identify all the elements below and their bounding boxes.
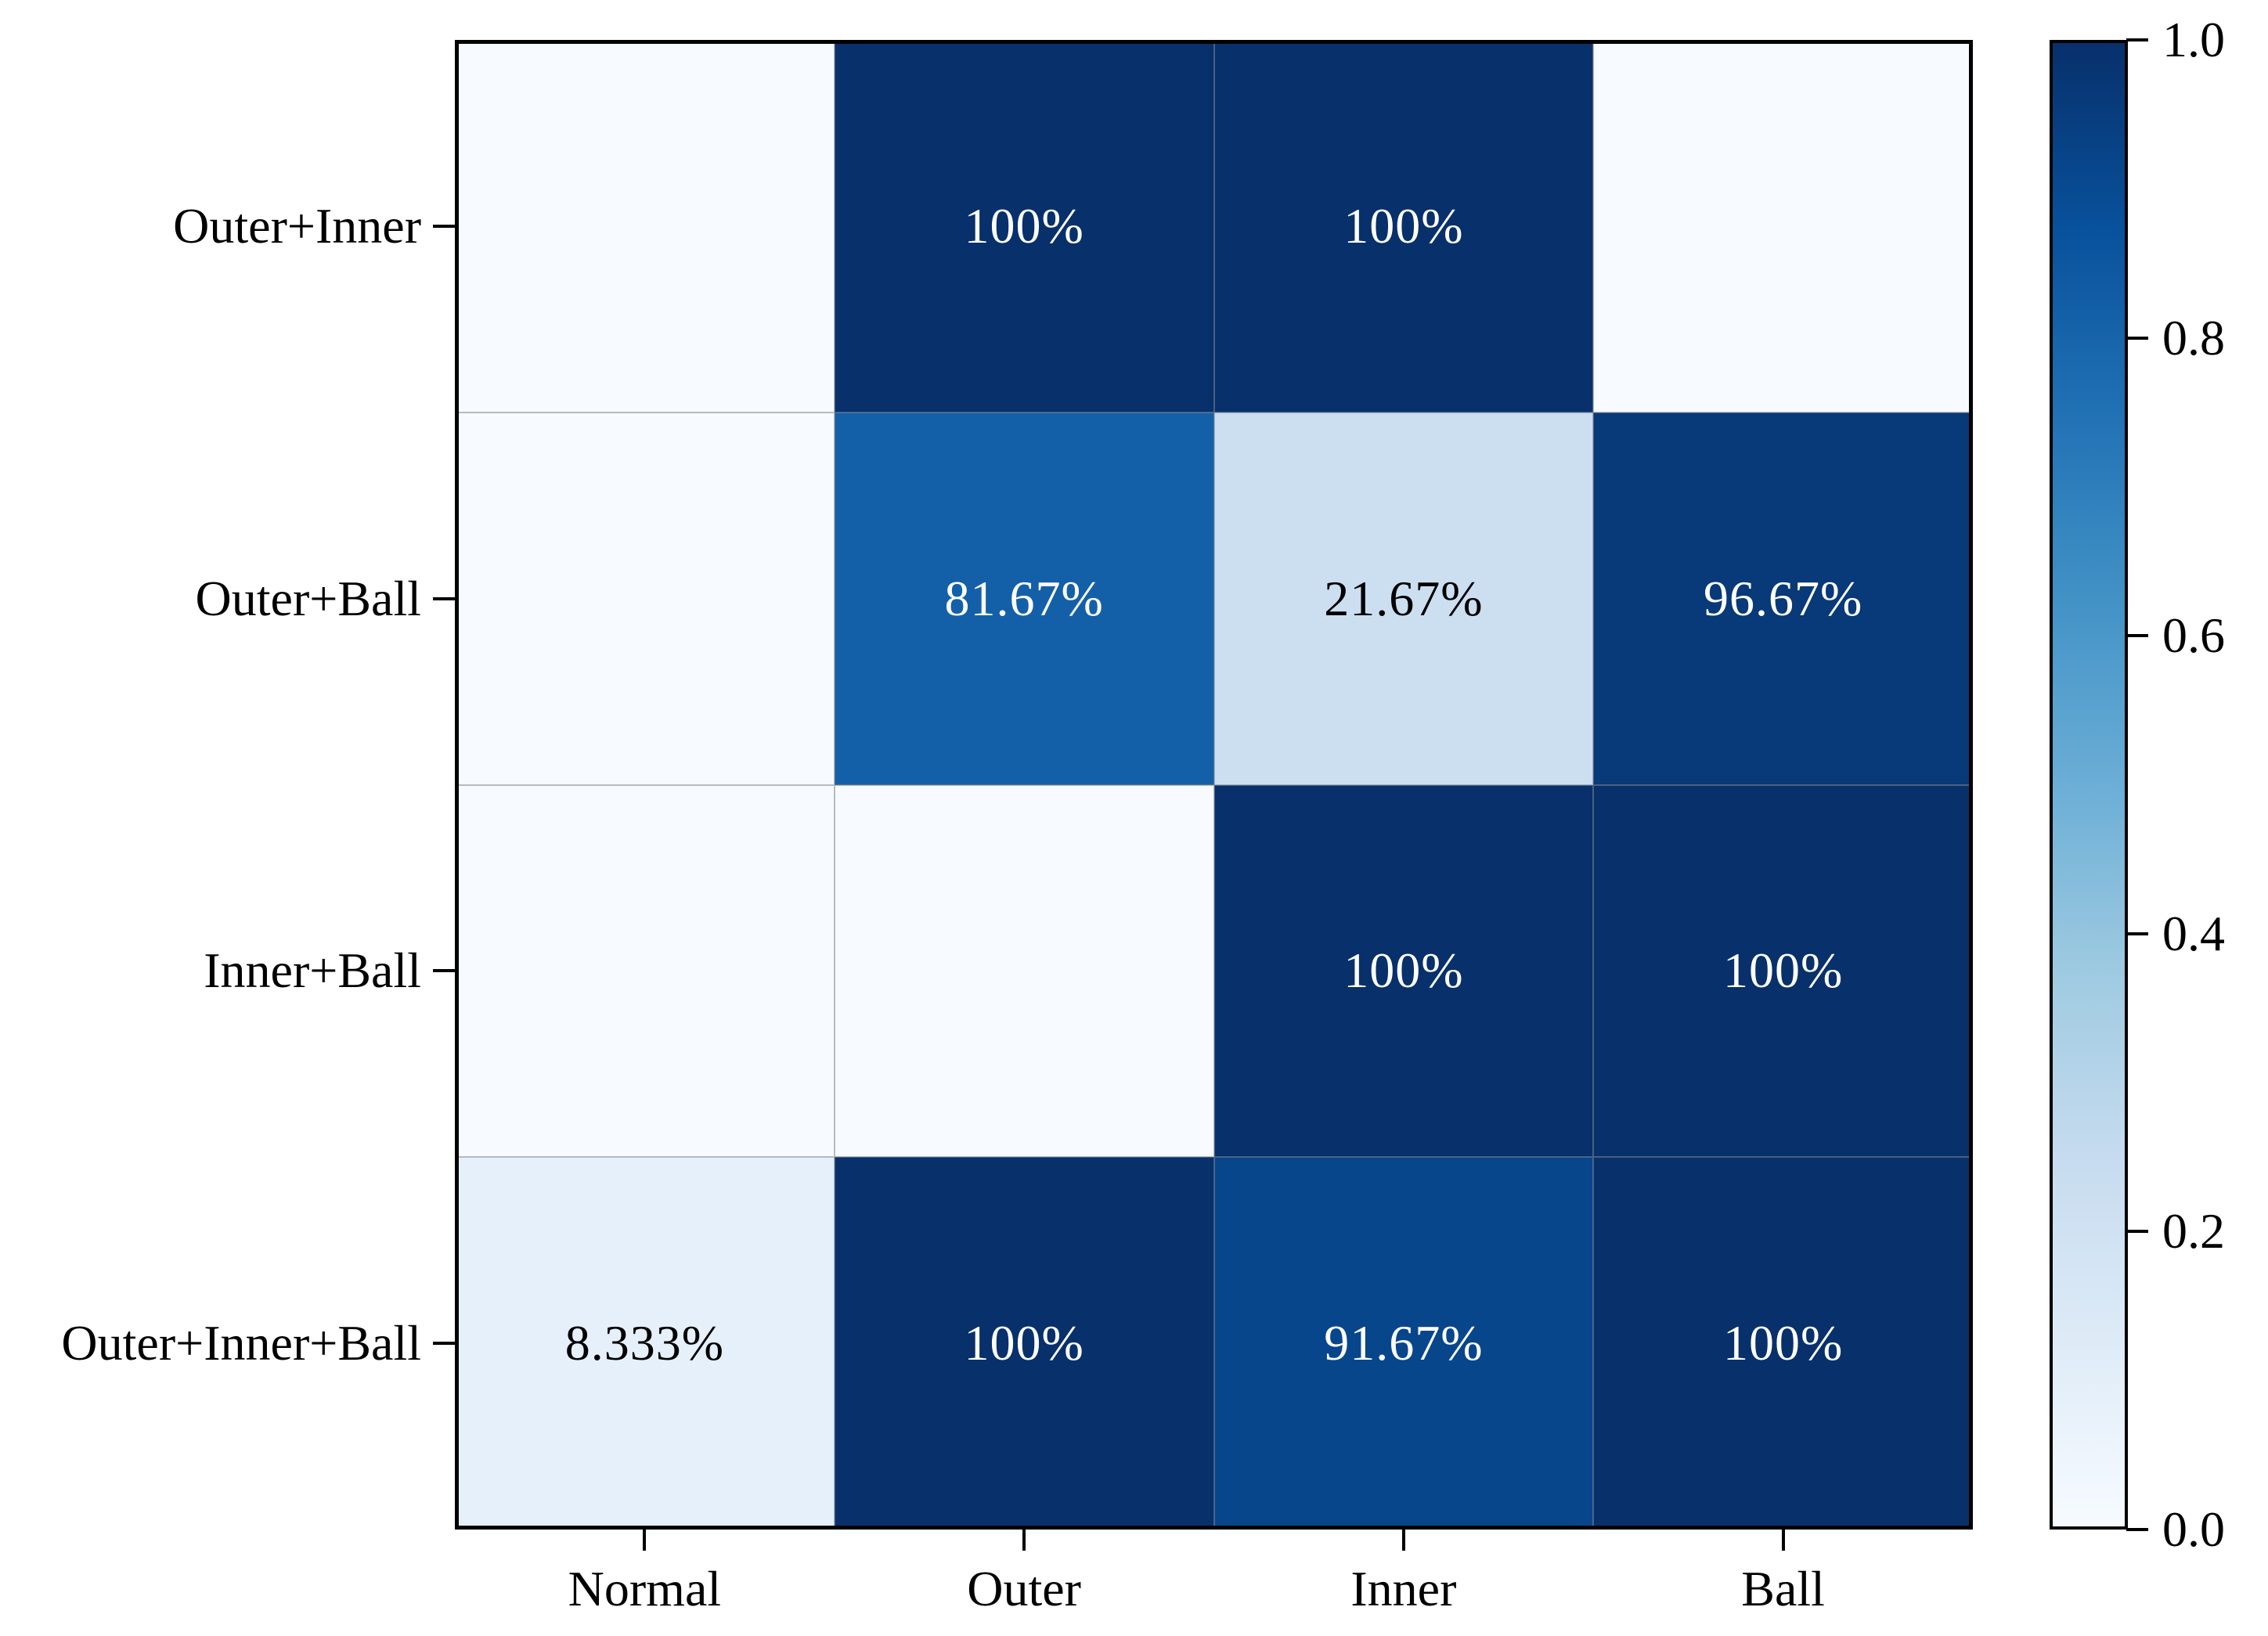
y-tick-mark <box>433 969 455 973</box>
heatmap-cell-r1c3: 96.67% <box>1593 412 1973 785</box>
cell-value-label: 100% <box>1722 1315 1844 1371</box>
heatmap-plot: 100% 100% 81.67% 21.67% 96.67% 100% 100% 8.333%… <box>455 40 1973 1530</box>
colorbar-tick-mark <box>2126 1528 2148 1531</box>
y-tick-label-1: Outer+Ball <box>195 570 421 626</box>
heatmap-cell-r0c1: 100% <box>834 40 1214 413</box>
heatmap-cell-r3c0: 8.333% <box>455 1157 835 1530</box>
colorbar-tick-label-0: 1.0 <box>2162 12 2225 67</box>
heatmap-grid: 100% 100% 81.67% 21.67% 96.67% 100% 100% 8.333%… <box>455 40 1973 1530</box>
x-tick-label-1: Outer <box>967 1561 1081 1616</box>
colorbar-tick-mark <box>2126 336 2148 340</box>
y-tick-mark <box>433 596 455 600</box>
cell-value-label: 81.67% <box>944 570 1104 626</box>
x-tick-label-3: Ball <box>1741 1561 1825 1616</box>
colorbar-tick-label-2: 0.6 <box>2162 607 2225 664</box>
heatmap-cell-r3c1: 100% <box>834 1157 1214 1530</box>
cell-value-label: 100% <box>1343 942 1464 999</box>
colorbar-tick-label-4: 0.2 <box>2162 1203 2225 1259</box>
colorbar-tick-label-1: 0.8 <box>2162 309 2225 366</box>
heatmap-cell-r2c3: 100% <box>1593 784 1973 1158</box>
heatmap-cell-r3c3: 100% <box>1593 1157 1973 1530</box>
cell-value-label: 100% <box>1343 197 1464 254</box>
heatmap-cell-r1c0 <box>455 412 835 785</box>
cell-value-label: 8.333% <box>564 1315 725 1371</box>
y-tick-label-0: Outer+Inner <box>173 197 421 254</box>
x-tick-mark <box>1401 1530 1405 1551</box>
colorbar <box>2050 40 2128 1530</box>
x-tick-mark <box>1022 1530 1026 1551</box>
heatmap-cell-r2c1 <box>834 784 1214 1158</box>
x-tick-mark <box>643 1530 647 1551</box>
heatmap-cell-r0c0 <box>455 40 835 413</box>
y-tick-label-2: Inner+Ball <box>204 942 421 999</box>
x-tick-label-0: Normal <box>568 1561 722 1616</box>
y-tick-label-3: Outer+Inner+Ball <box>61 1315 421 1371</box>
heatmap-cell-r3c2: 91.67% <box>1213 1157 1594 1530</box>
x-tick-mark <box>1781 1530 1785 1551</box>
cell-value-label: 96.67% <box>1703 570 1863 626</box>
colorbar-gradient <box>2053 43 2125 1526</box>
colorbar-tick-label-5: 0.0 <box>2162 1501 2225 1557</box>
y-tick-mark <box>433 1342 455 1346</box>
colorbar-tick-label-3: 0.4 <box>2162 905 2225 961</box>
heatmap-cell-r0c3 <box>1593 40 1973 413</box>
cell-value-label: 100% <box>964 1315 1084 1371</box>
colorbar-tick-mark <box>2126 38 2148 41</box>
heatmap-cell-r1c2: 21.67% <box>1213 412 1594 785</box>
colorbar-tick-mark <box>2126 634 2148 638</box>
heatmap-cell-r0c2: 100% <box>1213 40 1594 413</box>
colorbar-tick-mark <box>2126 932 2148 935</box>
heatmap-cell-r1c1: 81.67% <box>834 412 1214 785</box>
cell-value-label: 100% <box>964 197 1084 254</box>
cell-value-label: 21.67% <box>1324 570 1484 626</box>
x-tick-label-2: Inner <box>1350 1561 1457 1616</box>
heatmap-cell-r2c2: 100% <box>1213 784 1594 1158</box>
heatmap-cell-r2c0 <box>455 784 835 1158</box>
cell-value-label: 100% <box>1722 942 1844 999</box>
colorbar-tick-mark <box>2126 1230 2148 1234</box>
y-tick-mark <box>433 224 455 228</box>
cell-value-label: 91.67% <box>1324 1315 1484 1371</box>
